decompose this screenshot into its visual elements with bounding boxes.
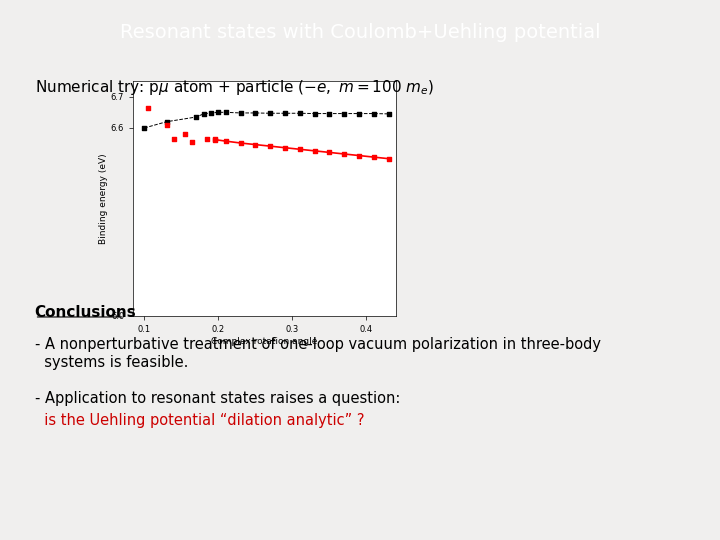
Point: [279, 144, 291, 152]
Point: [202, 134, 213, 143]
Point: [235, 109, 246, 117]
Point: [220, 108, 232, 117]
Point: [186, 138, 198, 146]
Point: [205, 109, 217, 117]
Point: [198, 110, 210, 118]
Point: [138, 124, 150, 132]
Point: [309, 109, 320, 118]
Point: [368, 109, 379, 118]
Point: [143, 103, 154, 112]
Point: [161, 120, 172, 129]
Point: [309, 146, 320, 155]
Point: [179, 130, 191, 139]
Point: [294, 145, 305, 153]
Point: [190, 113, 202, 122]
Point: [209, 135, 220, 144]
Point: [168, 134, 180, 143]
Point: [250, 109, 261, 117]
Point: [354, 109, 365, 118]
Point: [383, 154, 395, 163]
Text: - A nonperturbative treatment of one-loop vacuum polarization in three-body
  sy: - A nonperturbative treatment of one-loo…: [35, 338, 600, 370]
Text: is the Uehling potential “dilation analytic” ?: is the Uehling potential “dilation analy…: [35, 413, 364, 428]
Text: Conclusions: Conclusions: [35, 305, 136, 320]
Point: [323, 109, 335, 118]
Point: [383, 110, 395, 118]
Y-axis label: Binding energy (eV): Binding energy (eV): [99, 153, 108, 244]
Point: [212, 108, 224, 117]
Point: [323, 148, 335, 157]
Text: Resonant states with Coulomb+Uehling potential: Resonant states with Coulomb+Uehling pot…: [120, 23, 600, 42]
Point: [368, 153, 379, 161]
Point: [294, 109, 305, 118]
Point: [235, 139, 246, 147]
Point: [161, 117, 172, 126]
Point: [279, 109, 291, 118]
Point: [209, 134, 220, 143]
Point: [264, 109, 276, 118]
Point: [338, 150, 350, 158]
Text: Numerical try: p$\mu$ atom + particle $(-e,\ m = 100\ m_e)$: Numerical try: p$\mu$ atom + particle $(…: [35, 78, 434, 97]
Text: - Application to resonant states raises a question:: - Application to resonant states raises …: [35, 392, 400, 407]
Point: [220, 137, 232, 145]
Point: [354, 151, 365, 160]
Point: [250, 140, 261, 149]
Point: [338, 109, 350, 118]
Point: [264, 142, 276, 151]
X-axis label: Complex rotation angle: Complex rotation angle: [212, 337, 318, 346]
